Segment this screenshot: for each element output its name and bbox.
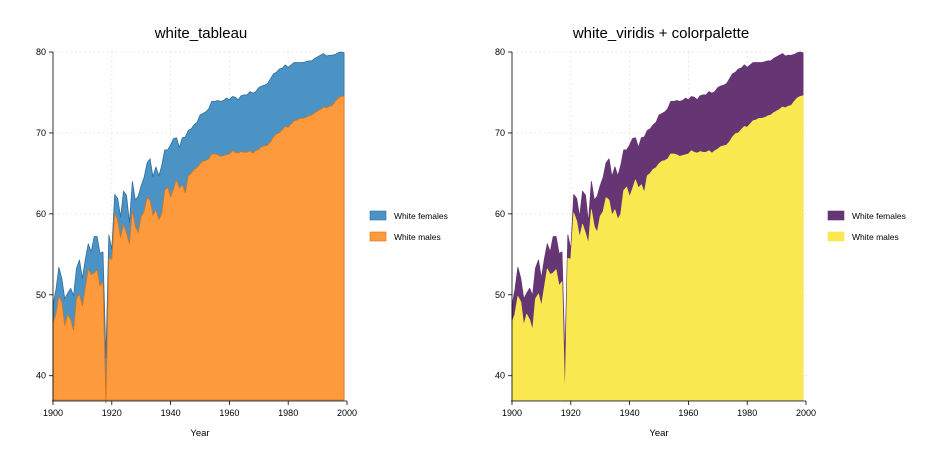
x-tick-label: 1960 bbox=[678, 408, 698, 418]
x-tick-label: 1940 bbox=[161, 408, 181, 418]
x-tick-label: 1900 bbox=[502, 408, 522, 418]
legend-swatch bbox=[827, 210, 845, 221]
x-tick-label: 1920 bbox=[561, 408, 581, 418]
y-tick-label: 80 bbox=[36, 47, 46, 57]
y-tick-label: 50 bbox=[495, 290, 505, 300]
y-tick-label: 60 bbox=[495, 209, 505, 219]
area-series-white-males bbox=[511, 95, 804, 404]
legend-label: White females bbox=[852, 211, 906, 221]
x-tick-label: 1960 bbox=[219, 408, 239, 418]
area-series-white-males bbox=[52, 95, 345, 404]
chart-title: white_viridis + colorpalette bbox=[572, 25, 749, 42]
y-tick-label: 40 bbox=[495, 371, 505, 381]
y-tick-label: 50 bbox=[36, 290, 46, 300]
legend-label: White males bbox=[852, 232, 899, 242]
chart-panel-white-viridis: white_viridis + colorpalette 1900 1920 1940… bbox=[495, 25, 906, 439]
y-tick-label: 60 bbox=[36, 209, 46, 219]
x-tick-label: 2000 bbox=[796, 408, 816, 418]
legend-swatch bbox=[827, 231, 845, 242]
legend-label: White males bbox=[394, 232, 441, 242]
legend-swatch bbox=[369, 210, 387, 221]
y-tick-label: 70 bbox=[36, 128, 46, 138]
x-axis-label: Year bbox=[190, 428, 209, 439]
x-tick-label: 1940 bbox=[620, 408, 640, 418]
legend-swatch bbox=[369, 231, 387, 242]
legend-label: White females bbox=[394, 211, 448, 221]
x-tick-label: 1900 bbox=[43, 408, 63, 418]
chart-title: white_tableau bbox=[154, 25, 248, 42]
x-axis-label: Year bbox=[649, 428, 668, 439]
x-tick-label: 1920 bbox=[102, 408, 122, 418]
y-tick-label: 70 bbox=[495, 128, 505, 138]
y-tick-label: 40 bbox=[36, 371, 46, 381]
x-tick-label: 1980 bbox=[737, 408, 757, 418]
y-tick-label: 80 bbox=[495, 47, 505, 57]
chart-panel-white-tableau: white_tableau 1900 1920 1940 1960 1980 2000 40 5… bbox=[36, 25, 448, 439]
x-tick-label: 2000 bbox=[337, 408, 357, 418]
x-tick-label: 1980 bbox=[278, 408, 298, 418]
